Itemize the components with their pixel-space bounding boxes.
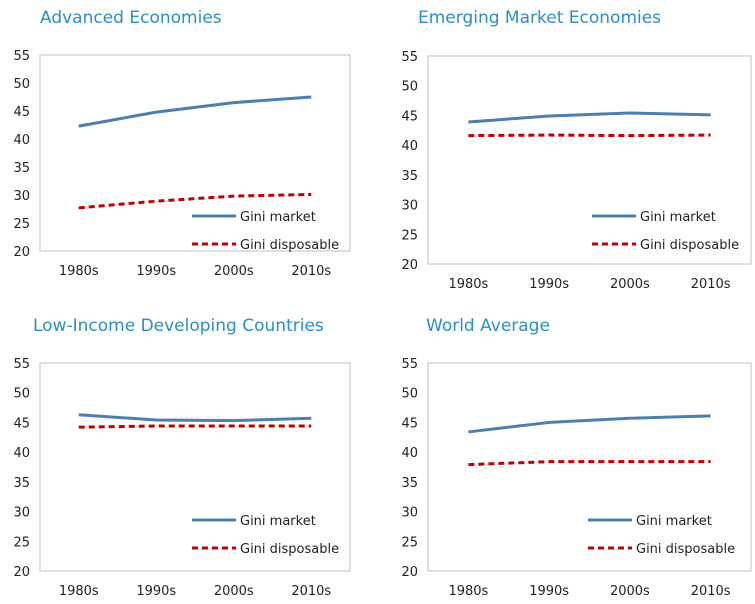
x-tick-label: 2000s bbox=[214, 584, 254, 599]
x-tick-label: 1980s bbox=[448, 277, 488, 292]
y-tick-label: 30 bbox=[401, 199, 418, 214]
series-line-gini-disposable bbox=[78, 192, 312, 210]
y-tick-label: 40 bbox=[401, 446, 418, 461]
y-tick-label: 20 bbox=[13, 565, 30, 580]
legend-label-gini-market: Gini market bbox=[240, 514, 316, 529]
y-tick-label: 25 bbox=[13, 535, 30, 550]
plot-area bbox=[427, 362, 752, 572]
x-tick-label: 2010s bbox=[291, 584, 331, 599]
y-tick-label: 45 bbox=[401, 416, 418, 431]
y-tick-label: 55 bbox=[401, 50, 418, 65]
x-tick-label: 1980s bbox=[448, 584, 488, 599]
series-line-gini-disposable bbox=[468, 460, 711, 467]
y-tick-label: 20 bbox=[401, 258, 418, 273]
y-tick-label: 50 bbox=[13, 77, 30, 92]
series-line-gini-disposable bbox=[468, 133, 711, 138]
chart-title: Low-Income Developing Countries bbox=[33, 316, 324, 336]
y-tick-label: 55 bbox=[401, 357, 418, 372]
y-tick-label: 30 bbox=[13, 189, 30, 204]
y-tick-label: 25 bbox=[401, 535, 418, 550]
y-tick-label: 45 bbox=[13, 105, 30, 120]
x-tick-label: 2000s bbox=[610, 277, 650, 292]
x-tick-label: 1980s bbox=[59, 264, 99, 279]
y-tick-label: 40 bbox=[13, 446, 30, 461]
y-tick-label: 50 bbox=[401, 80, 418, 95]
y-tick-label: 35 bbox=[13, 161, 30, 176]
x-tick-label: 2000s bbox=[214, 264, 254, 279]
x-tick-label: 1980s bbox=[59, 584, 99, 599]
x-tick-label: 1990s bbox=[529, 277, 569, 292]
y-tick-label: 20 bbox=[401, 565, 418, 580]
y-tick-label: 35 bbox=[401, 476, 418, 491]
series-line-gini-market bbox=[78, 95, 312, 128]
y-tick-label: 40 bbox=[13, 133, 30, 148]
y-tick-label: 45 bbox=[13, 416, 30, 431]
x-tick-label: 1990s bbox=[529, 584, 569, 599]
y-tick-label: 35 bbox=[13, 476, 30, 491]
y-tick-label: 20 bbox=[13, 245, 30, 260]
series-line-gini-market bbox=[468, 414, 711, 434]
chart-title: Emerging Market Economies bbox=[418, 8, 662, 28]
x-tick-label: 2010s bbox=[691, 584, 731, 599]
y-tick-label: 30 bbox=[401, 506, 418, 521]
y-tick-label: 55 bbox=[13, 49, 30, 64]
legend-label-gini-disposable: Gini disposable bbox=[240, 238, 339, 253]
series-line-gini-disposable bbox=[78, 424, 312, 429]
y-tick-label: 40 bbox=[401, 139, 418, 154]
plot-area bbox=[427, 55, 752, 265]
chart-title: World Average bbox=[426, 316, 550, 336]
plot-area bbox=[39, 362, 351, 572]
legend-label-gini-market: Gini market bbox=[640, 210, 716, 225]
series-line-gini-market bbox=[468, 111, 711, 124]
y-tick-label: 45 bbox=[401, 109, 418, 124]
x-tick-label: 1990s bbox=[136, 264, 176, 279]
legend-label-gini-disposable: Gini disposable bbox=[240, 542, 339, 557]
y-tick-label: 50 bbox=[13, 387, 30, 402]
x-tick-label: 2000s bbox=[610, 584, 650, 599]
legend-label-gini-disposable: Gini disposable bbox=[636, 542, 735, 557]
x-tick-label: 1990s bbox=[136, 584, 176, 599]
legend-label-gini-market: Gini market bbox=[636, 514, 712, 529]
chart-title: Advanced Economies bbox=[40, 8, 222, 28]
legend-label-gini-disposable: Gini disposable bbox=[640, 238, 739, 253]
series-line-gini-market bbox=[78, 413, 312, 423]
y-tick-label: 25 bbox=[401, 228, 418, 243]
y-tick-label: 30 bbox=[13, 506, 30, 521]
legend-label-gini-market: Gini market bbox=[240, 210, 316, 225]
plot-area bbox=[39, 54, 351, 252]
y-tick-label: 50 bbox=[401, 387, 418, 402]
x-tick-label: 2010s bbox=[691, 277, 731, 292]
y-tick-label: 35 bbox=[401, 169, 418, 184]
x-tick-label: 2010s bbox=[291, 264, 331, 279]
y-tick-label: 55 bbox=[13, 357, 30, 372]
y-tick-label: 25 bbox=[13, 217, 30, 232]
